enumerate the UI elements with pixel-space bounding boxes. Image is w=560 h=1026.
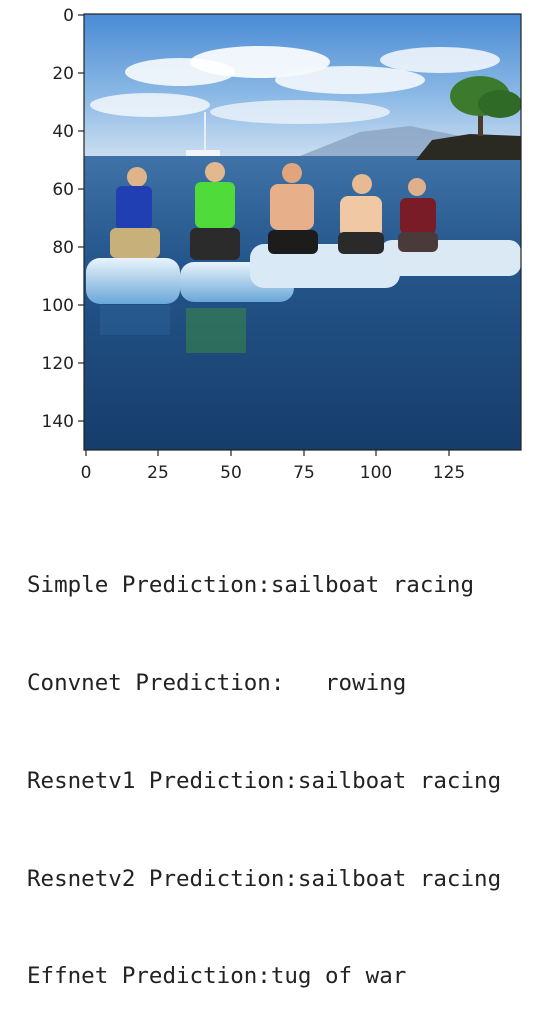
y-tick-label: 60 (52, 180, 74, 200)
y-tick-label: 20 (52, 64, 74, 84)
resnetv1-prediction-line: Resnetv1 Prediction:sailboat racing (27, 767, 502, 794)
y-tick-label: 80 (52, 238, 74, 258)
resnetv2-prediction-line: Resnetv2 Prediction:sailboat racing (27, 865, 502, 892)
image-plot: 0 20 40 60 80 100 120 140 0 25 50 75 100… (42, 6, 522, 483)
y-tick-label: 0 (63, 6, 74, 26)
x-tick-label: 75 (293, 463, 315, 483)
predictions-output: Simple Prediction:sailboat racing Convne… (27, 504, 557, 1026)
photo (84, 14, 521, 450)
y-tick-label: 100 (42, 296, 74, 316)
x-tick-label: 0 (81, 463, 92, 483)
simple-prediction-line: Simple Prediction:sailboat racing (27, 572, 475, 599)
x-tick-label: 50 (220, 463, 242, 483)
y-axis: 0 20 40 60 80 100 120 140 (42, 6, 84, 432)
plot-frame (83, 13, 522, 451)
effnet-prediction-line: Effnet Prediction:tug of war (27, 963, 407, 990)
y-tick-label: 40 (52, 122, 74, 142)
y-tick-label: 120 (42, 354, 74, 374)
convnet-prediction-line: Convnet Prediction: rowing (27, 669, 407, 696)
x-axis: 0 25 50 75 100 125 (81, 450, 465, 483)
x-tick-label: 25 (147, 463, 169, 483)
x-tick-label: 125 (433, 463, 465, 483)
y-tick-label: 140 (42, 412, 74, 432)
x-tick-label: 100 (360, 463, 392, 483)
